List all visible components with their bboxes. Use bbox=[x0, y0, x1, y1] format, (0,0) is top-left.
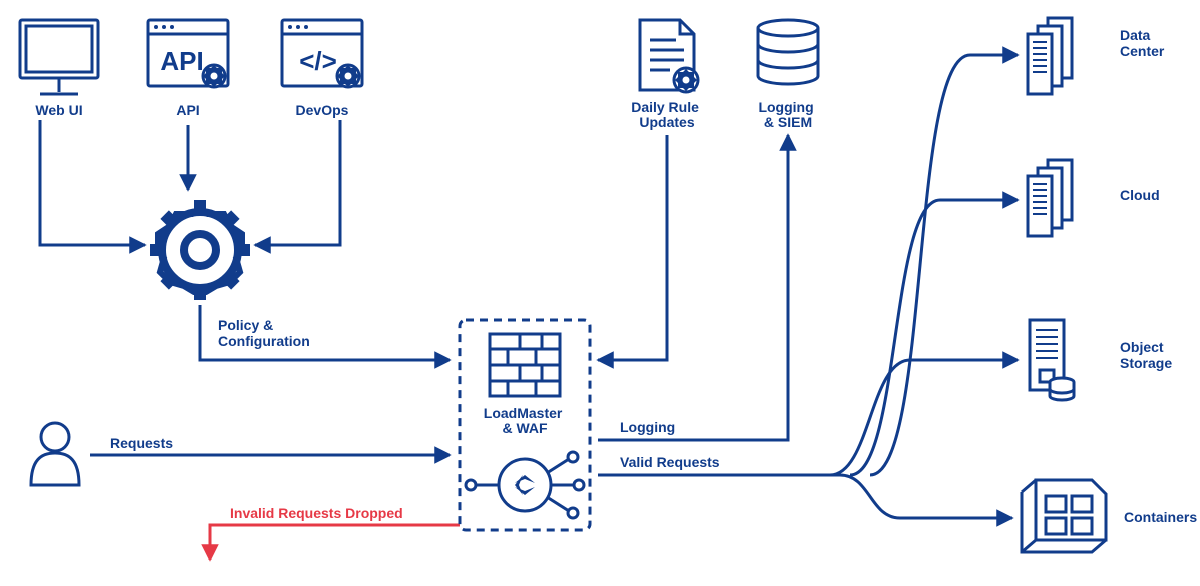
edge-daily-lm bbox=[598, 135, 667, 360]
web-ui-label: Web UI bbox=[35, 102, 82, 118]
edge-invalid bbox=[210, 525, 460, 560]
containers-icon bbox=[1022, 480, 1106, 552]
siem-label: Logging & SIEM bbox=[758, 99, 817, 130]
api-icon: API bbox=[148, 20, 228, 87]
object-storage-icon bbox=[1030, 320, 1074, 400]
daily-updates-icon bbox=[640, 20, 698, 92]
web-ui-icon bbox=[20, 20, 98, 94]
gear-icon bbox=[150, 200, 250, 300]
loadmaster-waf-node: LoadMaster & WAF bbox=[460, 320, 590, 530]
cloud-icon bbox=[1028, 160, 1072, 236]
devops-icon: </> bbox=[282, 20, 362, 87]
requests-label: Requests bbox=[110, 435, 173, 451]
edge-devops-gear bbox=[255, 120, 340, 245]
cloud-label: Cloud bbox=[1120, 187, 1160, 203]
user-icon bbox=[31, 423, 79, 485]
containers-label: Containers bbox=[1124, 509, 1197, 525]
data-center-label: Data Center bbox=[1120, 27, 1165, 59]
edge-valid-cloud bbox=[850, 200, 1018, 475]
policy-label: Policy & Configuration bbox=[218, 317, 310, 349]
api-label: API bbox=[176, 102, 199, 118]
svg-text:API: API bbox=[160, 46, 203, 76]
edge-valid-objstorage bbox=[830, 360, 1018, 475]
edge-valid-containers bbox=[598, 475, 1012, 518]
object-storage-label: Object Storage bbox=[1120, 339, 1172, 371]
edge-webui-gear bbox=[40, 120, 145, 245]
loadmaster-label: LoadMaster & WAF bbox=[484, 405, 566, 436]
devops-label: DevOps bbox=[296, 102, 349, 118]
daily-updates-label: Daily Rule Updates bbox=[631, 99, 703, 130]
svg-text:</>: </> bbox=[299, 46, 337, 76]
siem-icon bbox=[758, 20, 818, 84]
invalid-label: Invalid Requests Dropped bbox=[230, 505, 403, 521]
edge-valid-datacenter bbox=[870, 55, 1018, 475]
data-center-icon bbox=[1028, 18, 1072, 94]
edge-lm-siem bbox=[598, 135, 788, 440]
waf-architecture-diagram: Web UI API API </> DevOps bbox=[0, 0, 1200, 586]
logging-label: Logging bbox=[620, 419, 675, 435]
valid-requests-label: Valid Requests bbox=[620, 454, 720, 470]
